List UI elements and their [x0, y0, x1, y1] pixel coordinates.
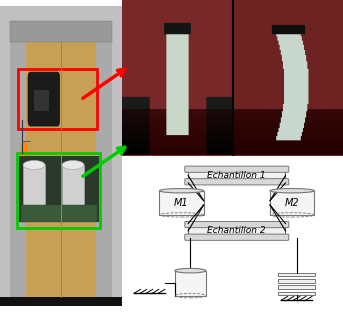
- Bar: [112, 6, 122, 306]
- Bar: [10, 21, 112, 42]
- FancyBboxPatch shape: [185, 234, 289, 240]
- Ellipse shape: [62, 160, 84, 169]
- Bar: [175, 271, 206, 296]
- FancyBboxPatch shape: [188, 225, 285, 237]
- Bar: [18, 69, 97, 129]
- FancyBboxPatch shape: [185, 222, 289, 228]
- Bar: [159, 191, 204, 215]
- Ellipse shape: [159, 188, 204, 193]
- Bar: [10, 21, 26, 297]
- Bar: [23, 165, 45, 216]
- Text: M2: M2: [285, 198, 299, 208]
- Circle shape: [21, 143, 27, 158]
- Text: Echantillon 1: Echantillon 1: [208, 171, 266, 180]
- Bar: [0, 297, 122, 306]
- Bar: [278, 273, 315, 276]
- Bar: [34, 90, 49, 111]
- Ellipse shape: [23, 160, 45, 169]
- Bar: [278, 279, 315, 283]
- FancyBboxPatch shape: [28, 72, 60, 126]
- Bar: [96, 21, 112, 297]
- Bar: [17, 153, 100, 228]
- Ellipse shape: [175, 268, 206, 273]
- Bar: [10, 21, 112, 297]
- FancyBboxPatch shape: [188, 170, 285, 181]
- FancyBboxPatch shape: [185, 166, 289, 172]
- Bar: [278, 292, 315, 295]
- Bar: [62, 165, 84, 216]
- Text: Echantillon 2: Echantillon 2: [208, 227, 266, 235]
- Bar: [270, 191, 314, 215]
- Bar: [21, 205, 97, 222]
- Bar: [0, 6, 10, 306]
- Bar: [0, 6, 122, 21]
- Bar: [278, 285, 315, 289]
- Bar: [20, 156, 99, 222]
- FancyBboxPatch shape: [185, 179, 289, 185]
- Ellipse shape: [270, 188, 314, 193]
- Text: M1: M1: [174, 198, 189, 208]
